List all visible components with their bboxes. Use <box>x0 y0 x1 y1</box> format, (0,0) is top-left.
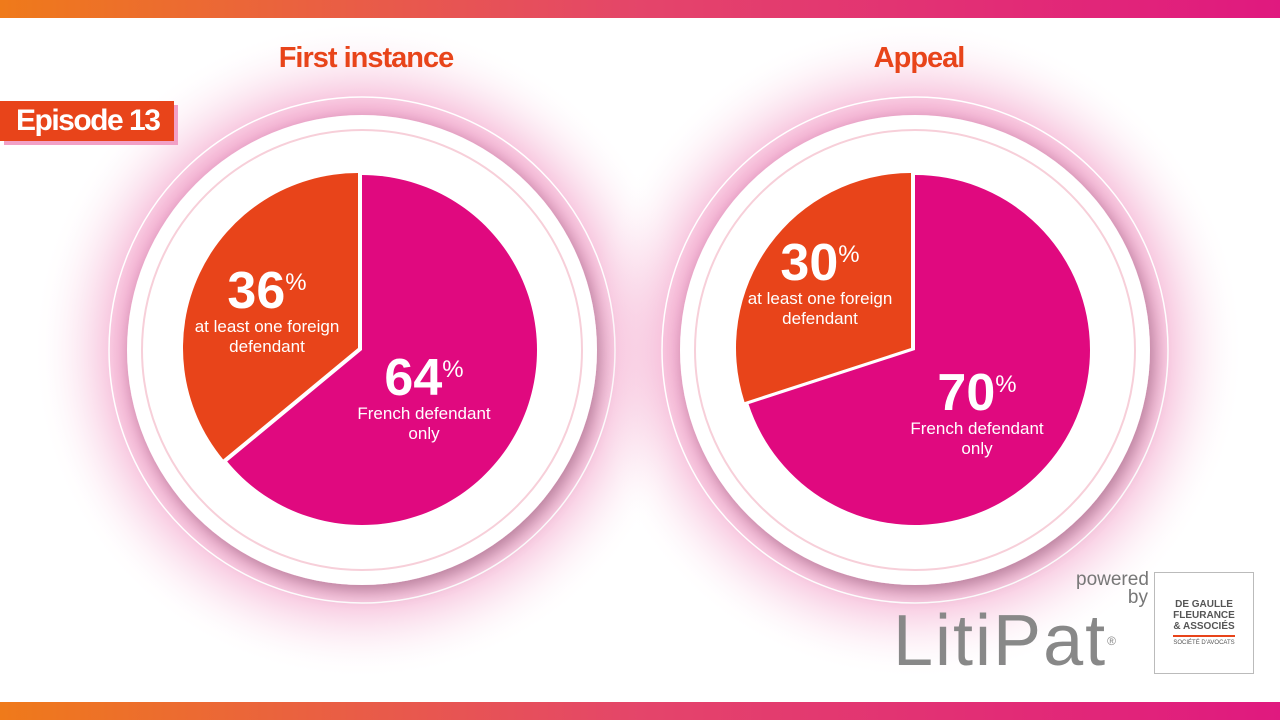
inner-ring <box>694 129 1136 571</box>
bottom-gradient-bar <box>0 702 1280 720</box>
top-gradient-bar <box>0 0 1280 18</box>
french-value: 70% <box>937 364 1016 422</box>
pie-title: Appeal <box>874 42 965 74</box>
outer-ring <box>661 96 1169 604</box>
foreign-label: defendant <box>782 309 858 328</box>
foreign-label: at least one foreign <box>748 289 893 308</box>
pie-slice-foreign <box>182 173 358 460</box>
pie-slice-french <box>748 175 1090 525</box>
foreign-value: 30% <box>780 234 859 292</box>
french-label: only <box>408 424 440 443</box>
foreign-label: defendant <box>229 337 305 356</box>
inner-ring <box>141 129 583 571</box>
foreign-label: at least one foreign <box>195 317 340 336</box>
powered-by-text: powered by <box>1076 569 1149 608</box>
pie-title: First instance <box>279 42 454 74</box>
french-label: only <box>961 439 993 458</box>
firm-logo: DE GAULLE FLEURANCE & ASSOCIÉS SOCIÉTÉ D… <box>1154 572 1254 674</box>
french-value: 64% <box>384 349 463 407</box>
pie-slice-french <box>227 175 538 525</box>
episode-badge: Episode 13 <box>0 101 174 141</box>
litipat-logo: LitiPat® <box>893 601 1118 681</box>
french-label: French defendant <box>910 419 1044 438</box>
foreign-value: 36% <box>227 262 306 320</box>
french-label: French defendant <box>357 404 491 423</box>
pie-slice-foreign <box>735 173 911 403</box>
